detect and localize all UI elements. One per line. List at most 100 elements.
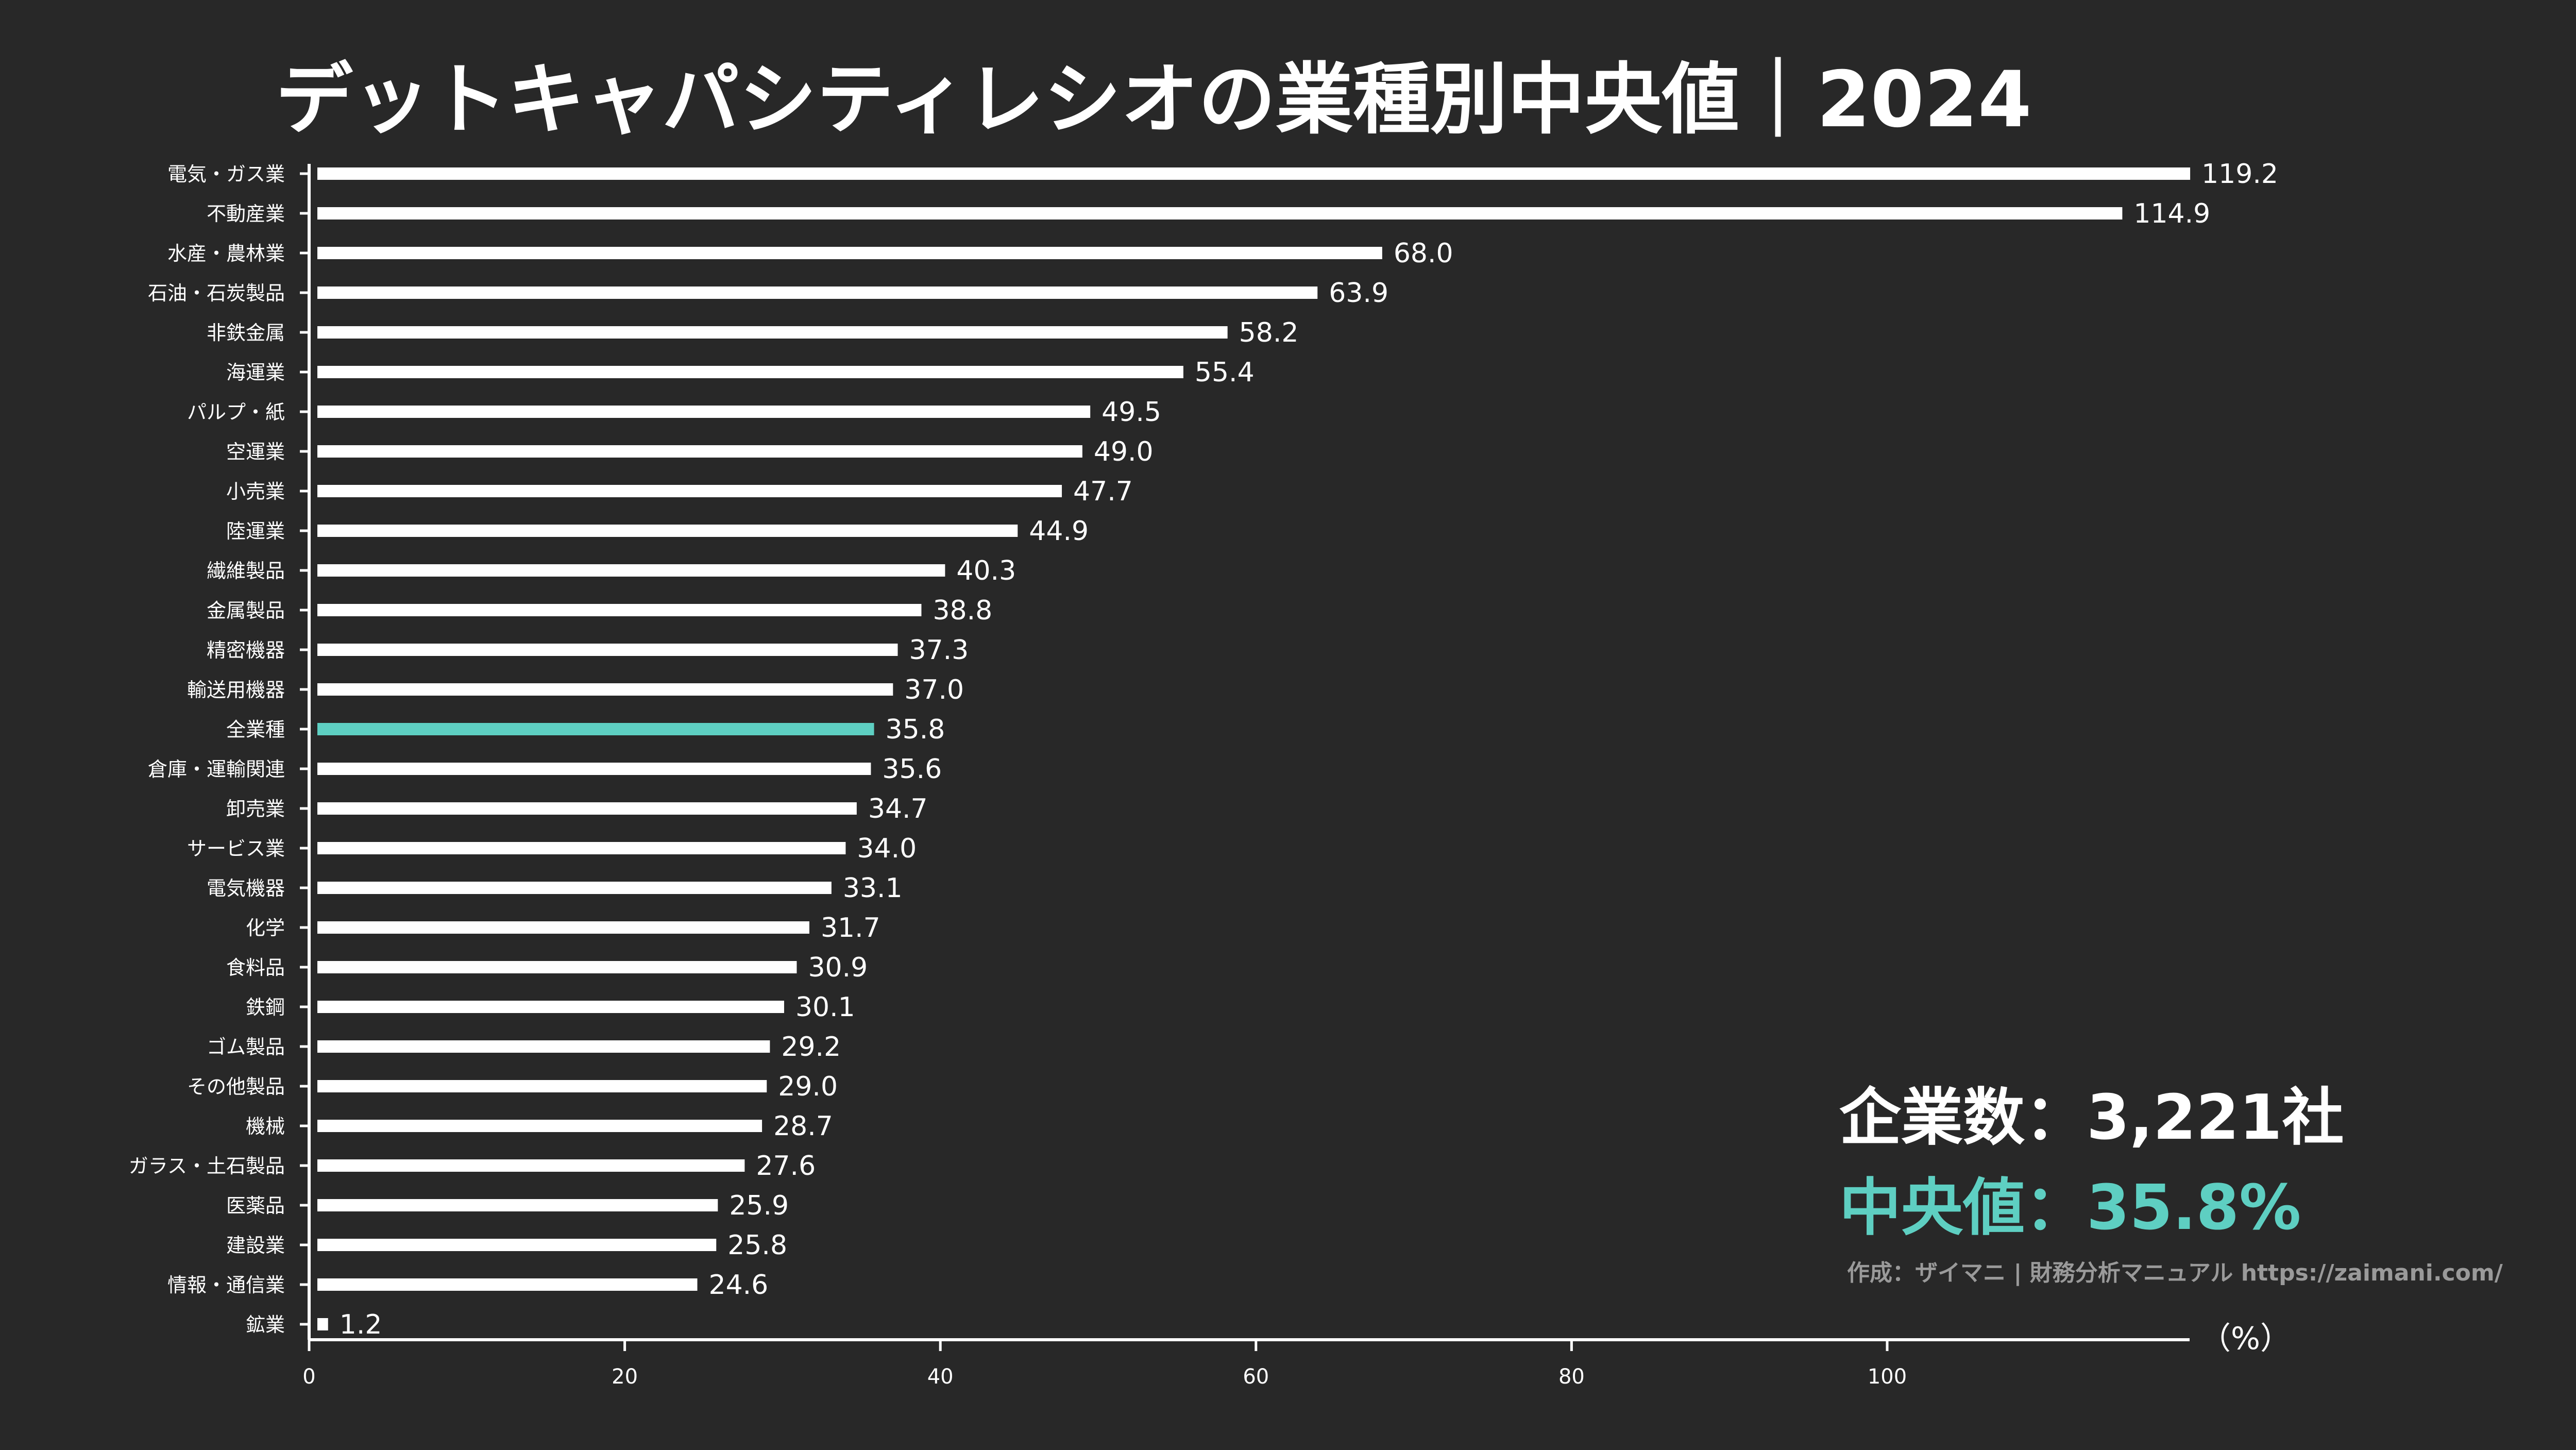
value-label: 30.9 [808,952,868,983]
value-label: 1.2 [340,1309,382,1340]
category-label: 食料品 [226,956,285,979]
value-label: 37.0 [904,675,964,705]
bar [317,1278,698,1291]
bar [317,1239,717,1251]
median-text: 中央値：35.8% [1839,1172,2301,1244]
bar [317,882,832,894]
value-label: 24.6 [708,1270,768,1301]
category-label: 電気・ガス業 [167,163,285,186]
category-label: 卸売業 [226,798,285,820]
value-label: 25.9 [729,1190,789,1221]
value-label: 49.5 [1101,397,1161,428]
bar-group [317,167,2191,1330]
company-count-text: 企業数：3,221社 [1839,1082,2344,1154]
x-axis-unit-label: （%） [2200,1321,2291,1357]
category-label: 鉱業 [246,1313,285,1336]
bar [317,644,898,656]
bar [317,525,1018,537]
bar [317,564,945,577]
bar [317,921,809,934]
bar [317,1080,767,1092]
value-label: 33.1 [843,873,903,904]
bar [317,167,2191,180]
bar [317,207,2123,220]
value-label: 49.0 [1094,436,1154,467]
bar [317,1199,718,1211]
value-label: 29.2 [781,1032,841,1063]
bar [317,763,871,775]
value-label: 34.0 [857,833,917,864]
category-label: 建設業 [226,1234,285,1257]
category-label: ゴム製品 [207,1036,285,1058]
x-tick-label: 20 [612,1365,638,1389]
category-label: 機械 [246,1115,285,1138]
value-label: 58.2 [1239,317,1299,348]
category-label: 不動産業 [207,203,285,225]
category-label: 石油・石炭製品 [148,282,285,305]
bar [317,326,1228,339]
value-label: 119.2 [2201,159,2278,190]
bar [317,485,1062,497]
value-label: 55.4 [1195,357,1255,388]
value-label: 27.6 [756,1151,816,1182]
value-label: 40.3 [956,555,1016,586]
category-label: ガラス・土石製品 [129,1155,285,1177]
category-label: 情報・通信業 [167,1274,285,1296]
bar [317,604,922,616]
x-tick-label: 60 [1243,1365,1269,1389]
value-label: 30.1 [795,992,855,1023]
x-tick-label: 100 [1868,1365,1907,1389]
category-label: 水産・農林業 [167,242,285,265]
value-label: 28.7 [773,1111,833,1142]
value-label: 38.8 [933,595,992,626]
category-label: 精密機器 [207,639,285,662]
x-axis-ticks: 0 20 40 60 80 100 [302,1340,1907,1389]
value-label: 47.7 [1073,476,1133,507]
category-label: 倉庫・運輸関連 [148,758,285,781]
bar [317,961,797,973]
value-label: 44.9 [1029,516,1089,547]
category-label: 医薬品 [226,1194,285,1217]
category-label: その他製品 [187,1075,285,1098]
value-label: 63.9 [1329,278,1388,309]
value-label-highlight: 35.8 [886,714,945,745]
value-label: 29.0 [778,1071,838,1102]
category-label: 鉄鋼 [246,996,285,1019]
bar [317,842,846,854]
x-tick-label: 80 [1558,1365,1585,1389]
value-label: 114.9 [2133,198,2210,229]
value-label: 31.7 [821,913,880,943]
value-label: 35.6 [882,754,942,785]
category-label: 海運業 [226,361,285,384]
category-label: 繊維製品 [207,560,285,582]
value-label: 68.0 [1394,238,1453,269]
bar [317,286,1318,299]
bar [317,445,1082,458]
category-labels: 電気・ガス業不動産業水産・農林業石油・石炭製品非鉄金属海運業パルプ・紙空運業小売… [129,163,285,1336]
bar [317,247,1382,259]
x-tick-label: 0 [302,1365,315,1389]
bar [317,802,857,815]
bar [317,1120,762,1132]
bar [317,683,893,696]
category-label: 輸送用機器 [187,679,285,701]
category-label: サービス業 [187,837,285,860]
bar [317,1001,784,1013]
category-label: 陸運業 [226,520,285,543]
category-label: パルプ・紙 [187,401,285,424]
value-labels: 119.2 114.9 68.063.9 58.2 55.4 49.5 49.0 47.7 44… [340,159,2278,1340]
category-label: 電気機器 [207,877,285,900]
bar [317,406,1091,418]
bar [317,1159,745,1172]
category-label: 小売業 [226,480,285,503]
value-label: 25.8 [727,1230,787,1261]
value-label: 37.3 [909,635,969,666]
category-label: 金属製品 [207,599,285,622]
category-label: 空運業 [226,441,285,463]
bar [317,1318,328,1330]
bar [317,366,1183,378]
chart-title: デットキャパシティレシオの業種別中央値｜2024 [276,55,2031,145]
bar [317,1040,770,1053]
value-label: 34.7 [868,794,928,824]
